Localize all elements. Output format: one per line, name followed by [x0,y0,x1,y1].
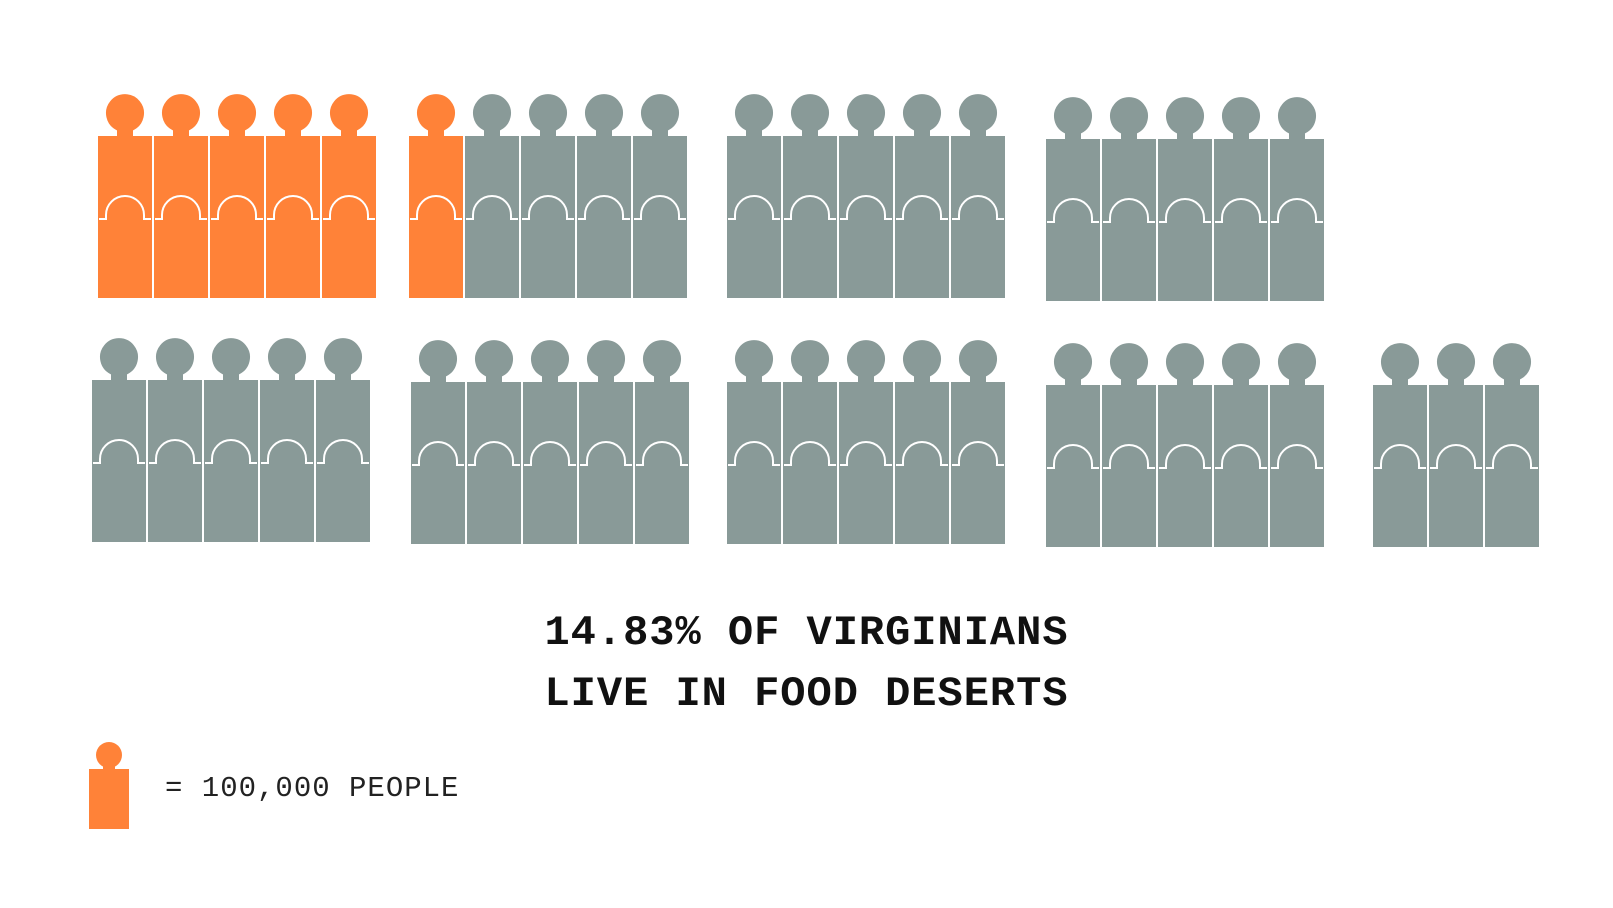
person-icon-outline [1486,444,1538,469]
person-icon-outline [1374,444,1426,469]
person-icon-outline [524,441,576,466]
person-icon-outline [211,195,263,220]
person-icon-outline [580,441,632,466]
person-icon-outline [155,195,207,220]
person-icon-outline [1430,444,1482,469]
person-icon-outline [952,441,1004,466]
person-icon-outline [1159,198,1211,223]
person-icon-outline [636,441,688,466]
person-icon-outline [1047,444,1099,469]
icon-group [407,92,689,300]
person-icon-outline [267,195,319,220]
person-icon-outline [784,441,836,466]
person-icon-outline [149,439,201,464]
person-icon-outline [1047,198,1099,223]
person-icon-outline [1271,198,1323,223]
person-icon-outline [840,195,892,220]
person-icon-outline [1271,444,1323,469]
icon-group [90,336,372,544]
person-icon-outline [205,439,257,464]
icon-group [96,92,378,300]
person-icon-outline [840,441,892,466]
person-icon-outline [323,195,375,220]
person-icon-outline [578,195,630,220]
person-icon-outline [261,439,313,464]
person-icon-outline [1215,444,1267,469]
person-icon-outline [466,195,518,220]
person-icon-outline [896,441,948,466]
icon-group [1044,341,1326,549]
chart-title-line-2: LIVE IN FOOD DESERTS [544,670,1069,718]
person-icon-outline [634,195,686,220]
person-icon-outline [412,441,464,466]
person-icon-outline [410,195,462,220]
icon-group [1371,341,1541,549]
person-icon-outline [522,195,574,220]
person-icon-outline [728,195,780,220]
icon-group [725,92,1007,300]
person-icon-outline [93,439,145,464]
icon-group [409,338,691,546]
person-icon-outline [1103,198,1155,223]
person-icon-outline [1215,198,1267,223]
person-icon-outline [317,439,369,464]
person-icon-outline [896,195,948,220]
icon-group [725,338,1007,546]
person-icon-outline [99,195,151,220]
icon-group [1044,95,1326,303]
person-icon-outline [468,441,520,466]
person-icon-outline [728,441,780,466]
legend-label: = 100,000 PEOPLE [165,772,460,805]
person-icon-outline [952,195,1004,220]
person-icon-outline [1103,444,1155,469]
person-icon-outline [1159,444,1211,469]
legend-person-icon [89,742,129,829]
chart-title-line-1: 14.83% OF VIRGINIANS [544,609,1069,657]
person-icon-outline [784,195,836,220]
